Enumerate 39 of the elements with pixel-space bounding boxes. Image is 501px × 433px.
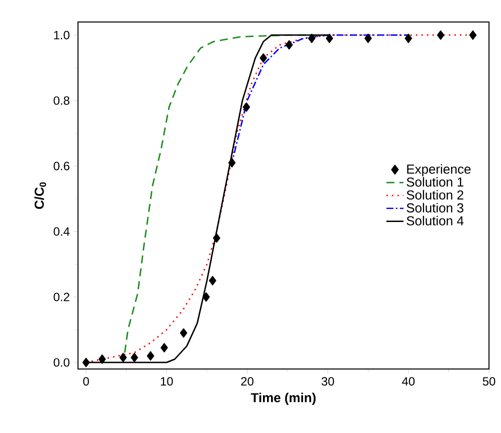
x-tick-label: 20 bbox=[241, 377, 254, 386]
y-tick-label: 0.8 bbox=[54, 96, 70, 105]
point bbox=[260, 53, 267, 63]
y-axis-title: C/C$_{0}$ bbox=[34, 182, 46, 209]
point bbox=[208, 276, 216, 286]
x-tick-label: 30 bbox=[322, 377, 334, 386]
point bbox=[404, 34, 412, 44]
legend-label: Solution 3 bbox=[406, 202, 464, 212]
point bbox=[228, 158, 236, 168]
legend-label: Solution 2 bbox=[406, 190, 464, 200]
y-tick-label: 0.2 bbox=[54, 292, 70, 302]
legend-label: Solution 1 bbox=[406, 177, 464, 187]
y-tick-label: 0.4 bbox=[54, 227, 70, 236]
x-tick-label: 50 bbox=[482, 377, 496, 386]
point bbox=[98, 354, 106, 364]
point bbox=[146, 351, 154, 361]
point bbox=[119, 352, 127, 362]
point bbox=[130, 352, 138, 362]
x-tick-label: 0 bbox=[83, 377, 89, 386]
x-tick-label: 40 bbox=[402, 377, 415, 386]
legend-label: Experience bbox=[407, 164, 471, 176]
y-tick-label: 1.0 bbox=[54, 30, 70, 40]
x-tick-label: 10 bbox=[160, 377, 173, 386]
x-axis-title: Time (min) bbox=[250, 392, 316, 405]
point bbox=[160, 343, 168, 352]
point bbox=[469, 30, 477, 40]
y-tick-label: 0.6 bbox=[54, 162, 70, 170]
point bbox=[242, 102, 250, 112]
point bbox=[285, 40, 293, 50]
point bbox=[364, 34, 372, 44]
y-tick-label: 0.0 bbox=[54, 358, 70, 367]
legend-label: Solution 4 bbox=[406, 216, 464, 226]
point bbox=[180, 328, 188, 338]
point bbox=[202, 292, 210, 302]
point bbox=[326, 34, 334, 44]
point bbox=[436, 30, 444, 40]
point bbox=[308, 34, 316, 44]
point bbox=[212, 233, 220, 243]
point bbox=[82, 358, 90, 368]
